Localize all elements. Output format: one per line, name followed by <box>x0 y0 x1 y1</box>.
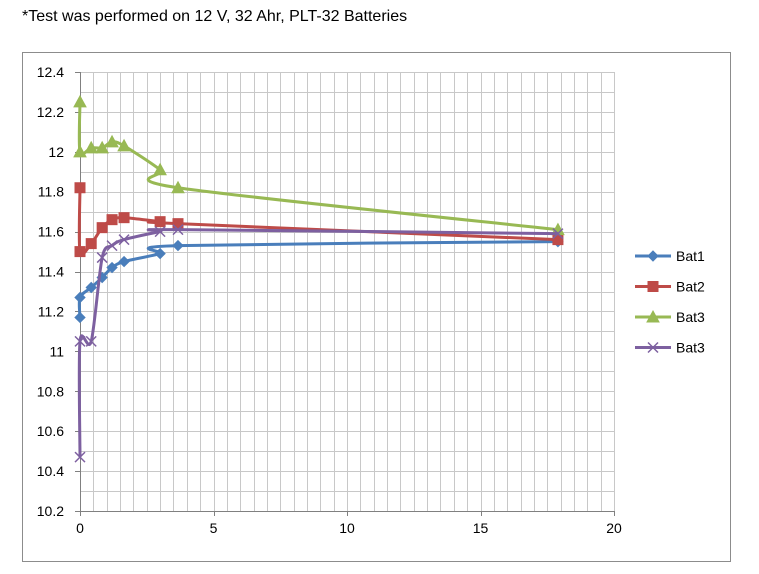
x-marker-stroke <box>172 224 184 236</box>
series-1 <box>74 235 564 324</box>
x-marker-stroke <box>74 451 86 463</box>
legend-label: Bat3 <box>676 340 705 356</box>
series-line <box>77 101 559 232</box>
x-tick-label: 0 <box>76 520 84 536</box>
y-tick-label: 10.4 <box>37 463 64 479</box>
data-point <box>95 140 110 154</box>
x-tick-label: 10 <box>339 520 355 536</box>
data-point <box>154 247 166 260</box>
data-point <box>85 281 97 294</box>
legend-item: Bat3 <box>635 340 705 356</box>
data-point <box>85 238 97 250</box>
data-point <box>117 138 131 152</box>
data-point <box>96 222 108 234</box>
chart-area: 10.2 10.4 10.6 10.8 11 11.2 11.4 11.6 11.8 12 12.2… <box>22 52 731 562</box>
y-tick-label: 12 <box>48 144 64 160</box>
series-4 <box>74 224 564 463</box>
data-point <box>172 224 184 236</box>
legend-item: Bat1 <box>635 248 705 264</box>
series-line <box>77 228 558 458</box>
data-point <box>171 180 185 194</box>
x-marker-stroke <box>106 240 118 252</box>
data-point <box>74 182 86 194</box>
data-point <box>96 252 108 264</box>
y-tick-label: 10.6 <box>37 423 64 439</box>
legend-label: Bat3 <box>676 309 705 325</box>
y-tick-label: 10.2 <box>37 503 64 519</box>
y-tick-label: 12.4 <box>37 64 64 80</box>
legend-label: Bat2 <box>676 279 705 295</box>
legend-item: Bat2 <box>635 279 705 295</box>
data-point <box>84 140 99 154</box>
legend-marker <box>646 309 660 323</box>
x-tick-label: 5 <box>210 520 218 536</box>
data-point <box>85 335 97 347</box>
x-marker-stroke <box>96 252 108 264</box>
legend-label: Bat1 <box>676 248 705 264</box>
legend-marker <box>647 341 659 354</box>
x-marker-stroke <box>647 341 659 354</box>
data-point <box>154 226 166 238</box>
x-marker-stroke <box>552 228 564 240</box>
data-point <box>118 234 130 246</box>
line-chart: 10.2 10.4 10.6 10.8 11 11.2 11.4 11.6 11.8 12 12.2… <box>37 64 705 536</box>
x-marker-stroke <box>154 226 166 238</box>
data-point <box>154 216 166 228</box>
data-point <box>106 261 118 274</box>
data-point <box>105 134 119 148</box>
data-point <box>74 246 86 258</box>
legend-marker <box>647 250 659 262</box>
data-point <box>106 214 118 226</box>
x-tick-label: 20 <box>606 520 622 536</box>
data-point <box>74 335 86 347</box>
data-point <box>74 451 86 463</box>
y-tick-label: 11.4 <box>38 264 64 280</box>
data-point <box>106 240 118 252</box>
legend-marker <box>647 281 659 292</box>
legend: Bat1 Bat2 Bat3 Bat3 <box>635 248 705 356</box>
data-point <box>153 162 167 176</box>
y-tick-label: 11.2 <box>38 303 64 319</box>
series-3 <box>73 94 565 236</box>
data-point <box>73 144 87 158</box>
x-marker-stroke <box>74 335 86 347</box>
legend-item: Bat3 <box>635 309 705 325</box>
x-marker-stroke <box>118 234 130 246</box>
x-tick-label: 15 <box>473 520 489 536</box>
data-point <box>118 255 130 268</box>
data-point <box>552 228 564 240</box>
chart-caption: *Test was performed on 12 V, 32 Ahr, PLT… <box>22 8 408 25</box>
data-point <box>74 311 86 324</box>
data-point <box>74 291 86 304</box>
y-tick-label: 10.8 <box>37 383 64 399</box>
y-tick-label: 11.6 <box>38 224 64 240</box>
data-point <box>118 212 130 224</box>
data-point <box>172 239 184 252</box>
y-tick-label: 11 <box>49 343 64 359</box>
y-tick-label: 11.8 <box>38 184 64 200</box>
data-point <box>73 94 87 108</box>
series-2 <box>74 182 564 258</box>
grid-lines <box>80 72 615 512</box>
y-tick-label: 12.2 <box>37 104 64 120</box>
x-marker-stroke <box>85 335 97 347</box>
